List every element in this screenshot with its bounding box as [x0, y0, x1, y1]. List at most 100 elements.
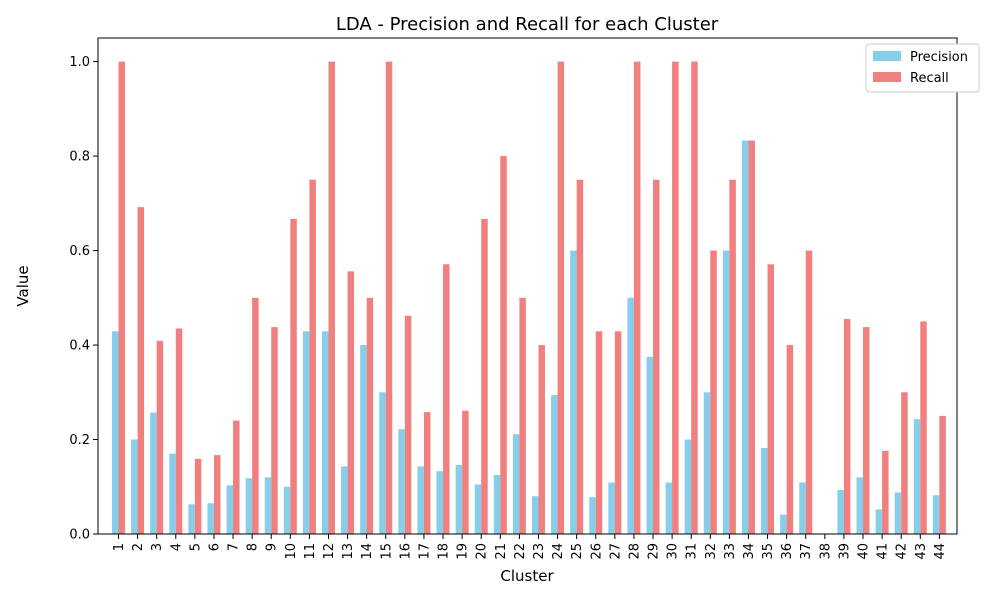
bar-precision-31 [684, 439, 692, 534]
bar-recall-6 [213, 455, 221, 534]
x-tick-label: 8 [246, 543, 261, 551]
bar-precision-35 [761, 448, 768, 534]
x-tick-label: 19 [456, 543, 471, 560]
bar-recall-43 [920, 321, 927, 534]
bar-recall-20 [481, 218, 488, 534]
y-tick-label: 0.6 [69, 244, 90, 259]
x-tick-label: 25 [570, 543, 585, 560]
x-tick-label: 22 [513, 543, 528, 560]
legend-label-precision: Precision [910, 50, 968, 65]
bar-precision-11 [302, 331, 310, 534]
bar-precision-36 [780, 514, 787, 534]
x-tick-label: 43 [914, 543, 929, 560]
x-tick-label: 16 [398, 543, 413, 560]
bar-recall-2 [137, 207, 145, 535]
x-tick-label: 39 [837, 543, 852, 560]
bar-recall-10 [290, 218, 297, 534]
x-tick-label: 14 [360, 543, 375, 560]
bar-recall-12 [328, 61, 335, 534]
x-tick-label: 31 [685, 543, 700, 560]
bar-recall-11 [309, 179, 316, 534]
bar-recall-34 [748, 140, 755, 535]
bar-precision-9 [264, 477, 272, 534]
x-tick-label: 40 [857, 543, 872, 560]
x-axis: 1 2 3 4 5 6 7 8 9 10 11 12 13 14 15 16 17 18 19 20 21 22 23 24 2… [112, 534, 948, 560]
bar-recall-25 [576, 179, 584, 534]
y-tick-label: 1.0 [69, 55, 90, 70]
x-tick-label: 34 [742, 543, 757, 560]
bar-recall-14 [366, 297, 374, 534]
y-tick-label: 0.4 [69, 339, 90, 354]
bar-recall-31 [691, 61, 698, 534]
bar-precision-3 [150, 412, 157, 534]
x-tick-label: 7 [227, 543, 242, 551]
y-tick-label: 0.2 [69, 433, 90, 448]
x-tick-label: 23 [532, 543, 547, 560]
x-tick-label: 9 [265, 543, 280, 551]
x-tick-label: 33 [723, 543, 738, 560]
bar-precision-39 [837, 490, 844, 534]
legend: Precision Recall [865, 43, 980, 93]
x-tick-label: 18 [437, 543, 452, 560]
y-axis: 0.0 0.2 0.4 0.6 0.8 1.0 [69, 55, 98, 543]
bar-recall-8 [252, 297, 259, 534]
bar-precision-26 [589, 497, 596, 534]
x-tick-label: 17 [417, 543, 432, 560]
chart-title: LDA - Precision and Recall for each Clus… [336, 14, 719, 35]
bar-precision-20 [474, 484, 482, 534]
x-axis-label: Cluster [500, 567, 554, 585]
bar-precision-25 [570, 250, 577, 535]
bar-precision-17 [417, 466, 424, 534]
x-tick-label: 21 [494, 543, 509, 560]
bar-precision-14 [360, 345, 367, 534]
bar-recall-4 [175, 328, 183, 534]
x-tick-label: 11 [303, 543, 318, 560]
bar-precision-7 [226, 485, 234, 534]
bar-recall-29 [653, 179, 660, 534]
bar-precision-43 [913, 419, 921, 534]
x-tick-label: 44 [933, 543, 948, 560]
legend-label-recall: Recall [910, 71, 949, 86]
bar-recall-22 [519, 297, 526, 534]
bar-precision-2 [131, 439, 138, 534]
bar-precision-24 [551, 395, 558, 534]
bar-recall-26 [595, 331, 603, 534]
bar-recall-39 [843, 319, 851, 534]
x-tick-label: 27 [608, 543, 623, 560]
bar-recall-21 [500, 156, 507, 534]
bar-precision-1 [112, 331, 119, 534]
bar-precision-33 [722, 250, 730, 535]
bar-precision-22 [512, 434, 520, 534]
bar-precision-44 [932, 495, 940, 534]
x-tick-label: 13 [341, 543, 356, 560]
bar-precision-42 [894, 492, 902, 534]
x-tick-label: 36 [780, 543, 795, 560]
bar-recall-42 [901, 392, 908, 534]
bar-recall-28 [633, 61, 641, 534]
bar-recall-30 [672, 61, 679, 534]
bar-precision-18 [436, 471, 444, 534]
bar-precision-23 [531, 496, 539, 534]
bar-recall-16 [404, 315, 412, 534]
bar-precision-28 [627, 297, 634, 534]
legend-swatch-precision [873, 51, 901, 61]
x-tick-label: 24 [551, 543, 566, 560]
x-tick-label: 32 [704, 543, 719, 560]
bar-precision-5 [188, 504, 195, 534]
bar-recall-18 [443, 264, 450, 534]
bar-recall-5 [194, 458, 202, 534]
legend-swatch-recall [873, 72, 901, 82]
y-axis-label: Value [14, 265, 32, 306]
x-tick-label: 26 [589, 543, 604, 560]
x-tick-label: 10 [284, 543, 299, 560]
bar-recall-41 [882, 450, 889, 534]
x-tick-label: 28 [627, 543, 642, 560]
x-tick-label: 5 [188, 543, 203, 551]
x-tick-label: 15 [379, 543, 394, 560]
x-tick-label: 30 [666, 543, 681, 560]
x-tick-label: 37 [799, 543, 814, 560]
x-tick-label: 2 [131, 543, 146, 551]
bars-group [112, 61, 946, 535]
bar-precision-6 [207, 503, 214, 534]
